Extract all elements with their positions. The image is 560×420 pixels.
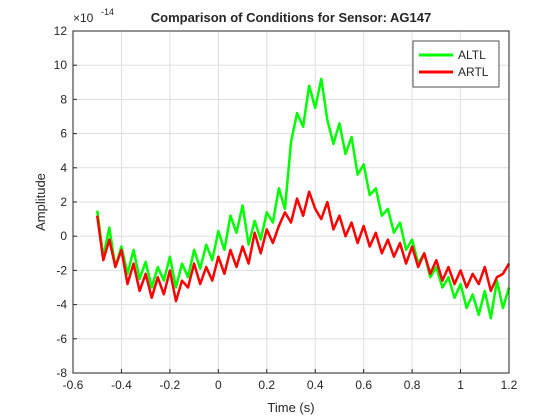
x-axis-label: Time (s) <box>267 400 314 415</box>
legend-label: ARTL <box>458 65 489 79</box>
y-tick-label: 4 <box>60 161 67 175</box>
x-tick-label: -0.2 <box>160 378 181 392</box>
x-tick-label: 0.4 <box>307 378 324 392</box>
x-tick-label: -0.4 <box>111 378 132 392</box>
y-axis-label: Amplitude <box>33 173 48 231</box>
y-tick-label: 8 <box>60 92 67 106</box>
y-scale-label: ×10 <box>73 11 94 25</box>
y-tick-label: 0 <box>60 229 67 243</box>
x-tick-label: -0.6 <box>63 378 84 392</box>
x-tick-label: 1.2 <box>501 378 518 392</box>
y-tick-label: 6 <box>60 127 67 141</box>
y-tick-label: -2 <box>56 263 67 277</box>
y-scale-exponent: -14 <box>101 7 114 17</box>
x-tick-label: 0.6 <box>355 378 372 392</box>
data-line <box>95 77 511 320</box>
x-tick-label: 1 <box>457 378 464 392</box>
y-tick-label: 2 <box>60 195 67 209</box>
data-line <box>95 190 511 303</box>
legend-label: ALTL <box>458 48 486 62</box>
y-tick-label: -8 <box>56 366 67 380</box>
y-tick-label: 12 <box>54 24 68 38</box>
y-tick-label: -4 <box>56 298 67 312</box>
legend: ALTL ARTL <box>412 40 500 88</box>
y-tick-label: -6 <box>56 332 67 346</box>
chart-title: Comparison of Conditions for Sensor: AG1… <box>151 10 431 25</box>
x-tick-label: 0 <box>215 378 222 392</box>
legend-box <box>412 40 500 88</box>
x-tick-label: 0.8 <box>404 378 421 392</box>
y-tick-label: 10 <box>54 58 68 72</box>
x-tick-label: 0.2 <box>258 378 275 392</box>
axes-box <box>72 30 510 374</box>
